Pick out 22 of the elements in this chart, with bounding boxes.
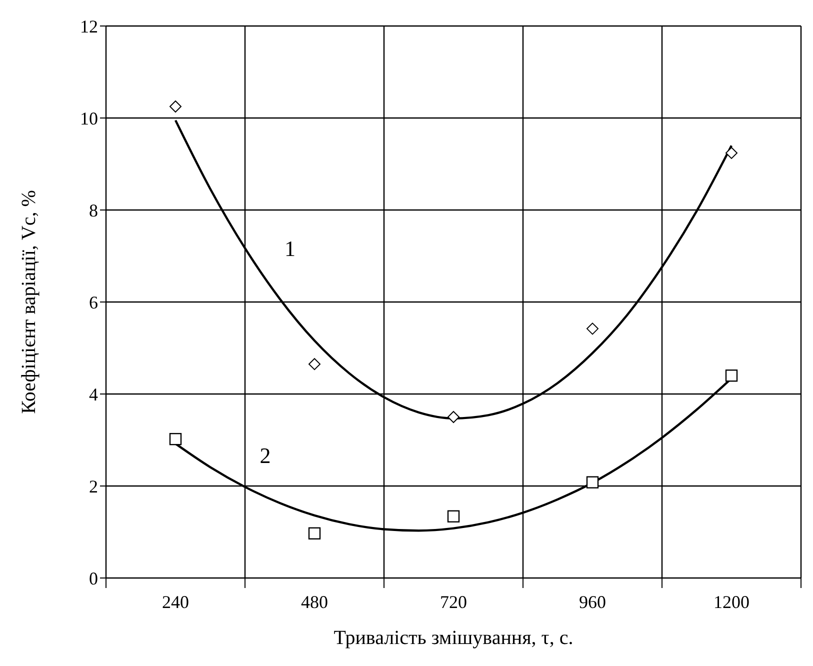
x-tick-label: 1200: [714, 592, 750, 612]
x-tick-label: 720: [440, 592, 467, 612]
series-label: 2: [260, 443, 271, 468]
x-tick-label: 240: [162, 592, 189, 612]
y-tick-label: 4: [89, 384, 98, 404]
y-tick-label: 10: [80, 108, 98, 128]
x-tick-label: 960: [579, 592, 606, 612]
point: [725, 370, 738, 382]
series-label: 1: [284, 236, 296, 262]
point: [308, 527, 321, 540]
y-tick-label: 12: [80, 16, 98, 36]
y-tick-label: 8: [89, 200, 98, 220]
x-axis-title: Тривалість змішування, τ, с.: [334, 627, 574, 649]
y-tick-label: 2: [89, 476, 98, 496]
point: [586, 476, 599, 488]
x-tick-label: 480: [301, 592, 328, 612]
y-axis-title: Коефіцієнт варіації, Vc, %: [18, 190, 40, 414]
y-tick-label: 6: [89, 292, 98, 312]
point: [169, 432, 182, 446]
point: [447, 510, 460, 522]
point: [448, 411, 460, 423]
y-tick-label: 0: [89, 568, 98, 588]
